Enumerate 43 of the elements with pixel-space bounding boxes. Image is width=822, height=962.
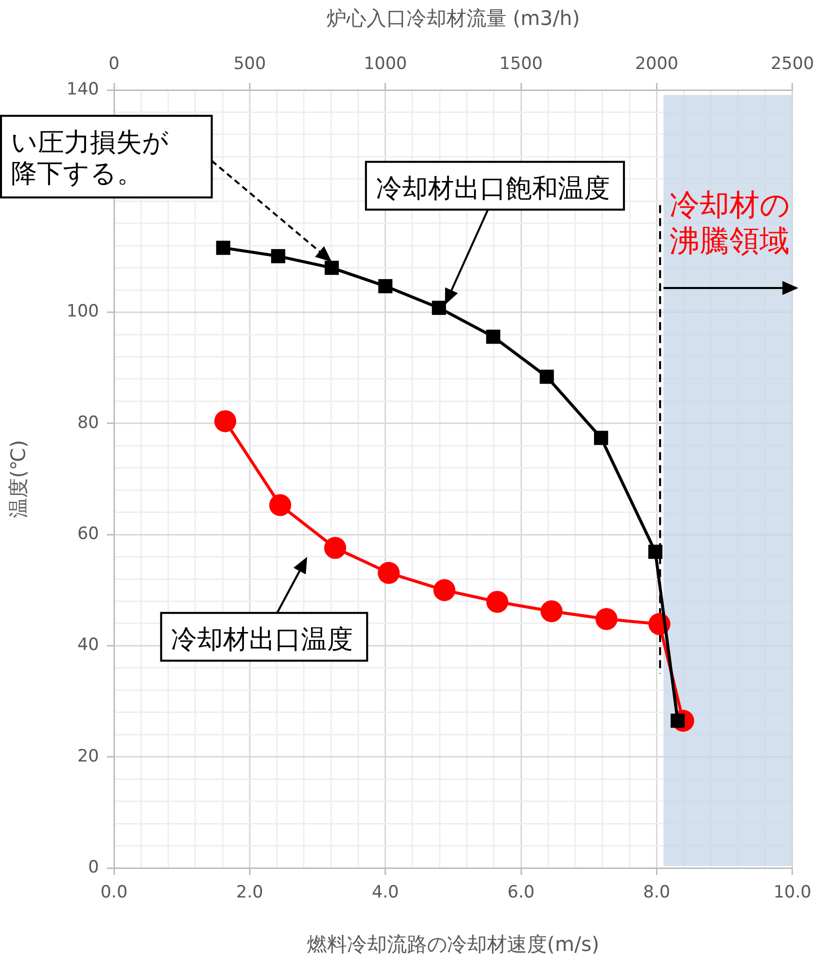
- point: [324, 260, 339, 275]
- y-axis-title: 温度(℃): [6, 440, 30, 518]
- x2-tick-label: 1500: [499, 54, 543, 74]
- point: [378, 279, 392, 294]
- y-tick-label: 100: [66, 302, 99, 322]
- y-tick-label: 40: [77, 635, 99, 656]
- point: [216, 240, 230, 255]
- x-tick-label: 10.0: [773, 882, 812, 903]
- y-tick-label: 60: [77, 524, 99, 544]
- point: [648, 544, 662, 559]
- point: [214, 410, 236, 432]
- annotation: い圧力損失が降下する。: [11, 128, 169, 190]
- point: [486, 330, 500, 344]
- point: [595, 608, 618, 630]
- point: [540, 600, 563, 622]
- point: [432, 300, 446, 315]
- x-tick-label: 2.0: [236, 882, 264, 903]
- x-tick-label: 0.0: [100, 882, 128, 903]
- point: [378, 562, 400, 584]
- y-tick-label: 80: [77, 412, 99, 433]
- annotation: 冷却材出口飽和温度: [376, 174, 610, 204]
- x2-tick-label: 500: [233, 54, 266, 74]
- x-tick-label: 6.0: [507, 882, 535, 903]
- x-tick-label: 4.0: [372, 882, 399, 903]
- x-axis-title: 燃料冷却流路の冷却材速度(m/s): [307, 932, 600, 956]
- x2-axis-title: 炉心入口冷却材流量 (m3/h): [326, 6, 580, 30]
- band-label: 冷却材の沸騰領域: [669, 188, 790, 259]
- point: [540, 370, 554, 384]
- point: [269, 494, 292, 516]
- y-tick-label: 20: [77, 746, 99, 766]
- point: [594, 430, 608, 445]
- x2-tick-label: 2500: [770, 54, 814, 74]
- point: [486, 590, 508, 613]
- point: [324, 536, 346, 559]
- annotation: 冷却材出口温度: [171, 625, 354, 656]
- point: [271, 249, 286, 264]
- point: [433, 579, 456, 602]
- x-tick-label: 8.0: [643, 882, 670, 903]
- x2-tick-label: 1000: [364, 54, 407, 74]
- x2-tick-label: 2000: [635, 54, 678, 74]
- x2-tick-label: 0: [108, 54, 120, 74]
- y-tick-label: 0: [88, 857, 99, 878]
- y-tick-label: 140: [66, 79, 99, 100]
